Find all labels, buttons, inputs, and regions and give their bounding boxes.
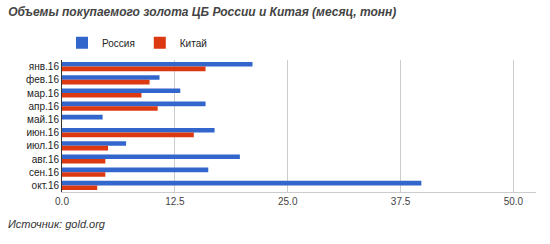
svg-text:апр.16: апр.16 <box>29 101 60 112</box>
svg-text:37.5: 37.5 <box>391 196 411 207</box>
svg-text:0.0: 0.0 <box>55 196 69 207</box>
svg-text:Объемы покупаемого золота ЦБ Р: Объемы покупаемого золота ЦБ России и Ки… <box>8 5 396 19</box>
svg-text:июл.16: июл.16 <box>26 140 59 151</box>
svg-text:Россия: Россия <box>102 38 135 49</box>
svg-text:сен.16: сен.16 <box>29 167 59 178</box>
svg-text:янв.16: янв.16 <box>29 61 60 72</box>
svg-text:окт.16: окт.16 <box>32 180 60 191</box>
svg-text:мар.16: мар.16 <box>27 88 59 99</box>
svg-text:50.0: 50.0 <box>504 196 524 207</box>
svg-text:Источник: gold.org: Источник: gold.org <box>8 218 106 230</box>
svg-text:авг.16: авг.16 <box>32 154 60 165</box>
svg-text:май.16: май.16 <box>27 114 59 125</box>
svg-text:фев.16: фев.16 <box>26 74 59 85</box>
svg-text:июн.16: июн.16 <box>26 127 59 138</box>
svg-text:12.5: 12.5 <box>165 196 185 207</box>
svg-text:25.0: 25.0 <box>278 196 298 207</box>
svg-text:Китай: Китай <box>180 38 207 49</box>
